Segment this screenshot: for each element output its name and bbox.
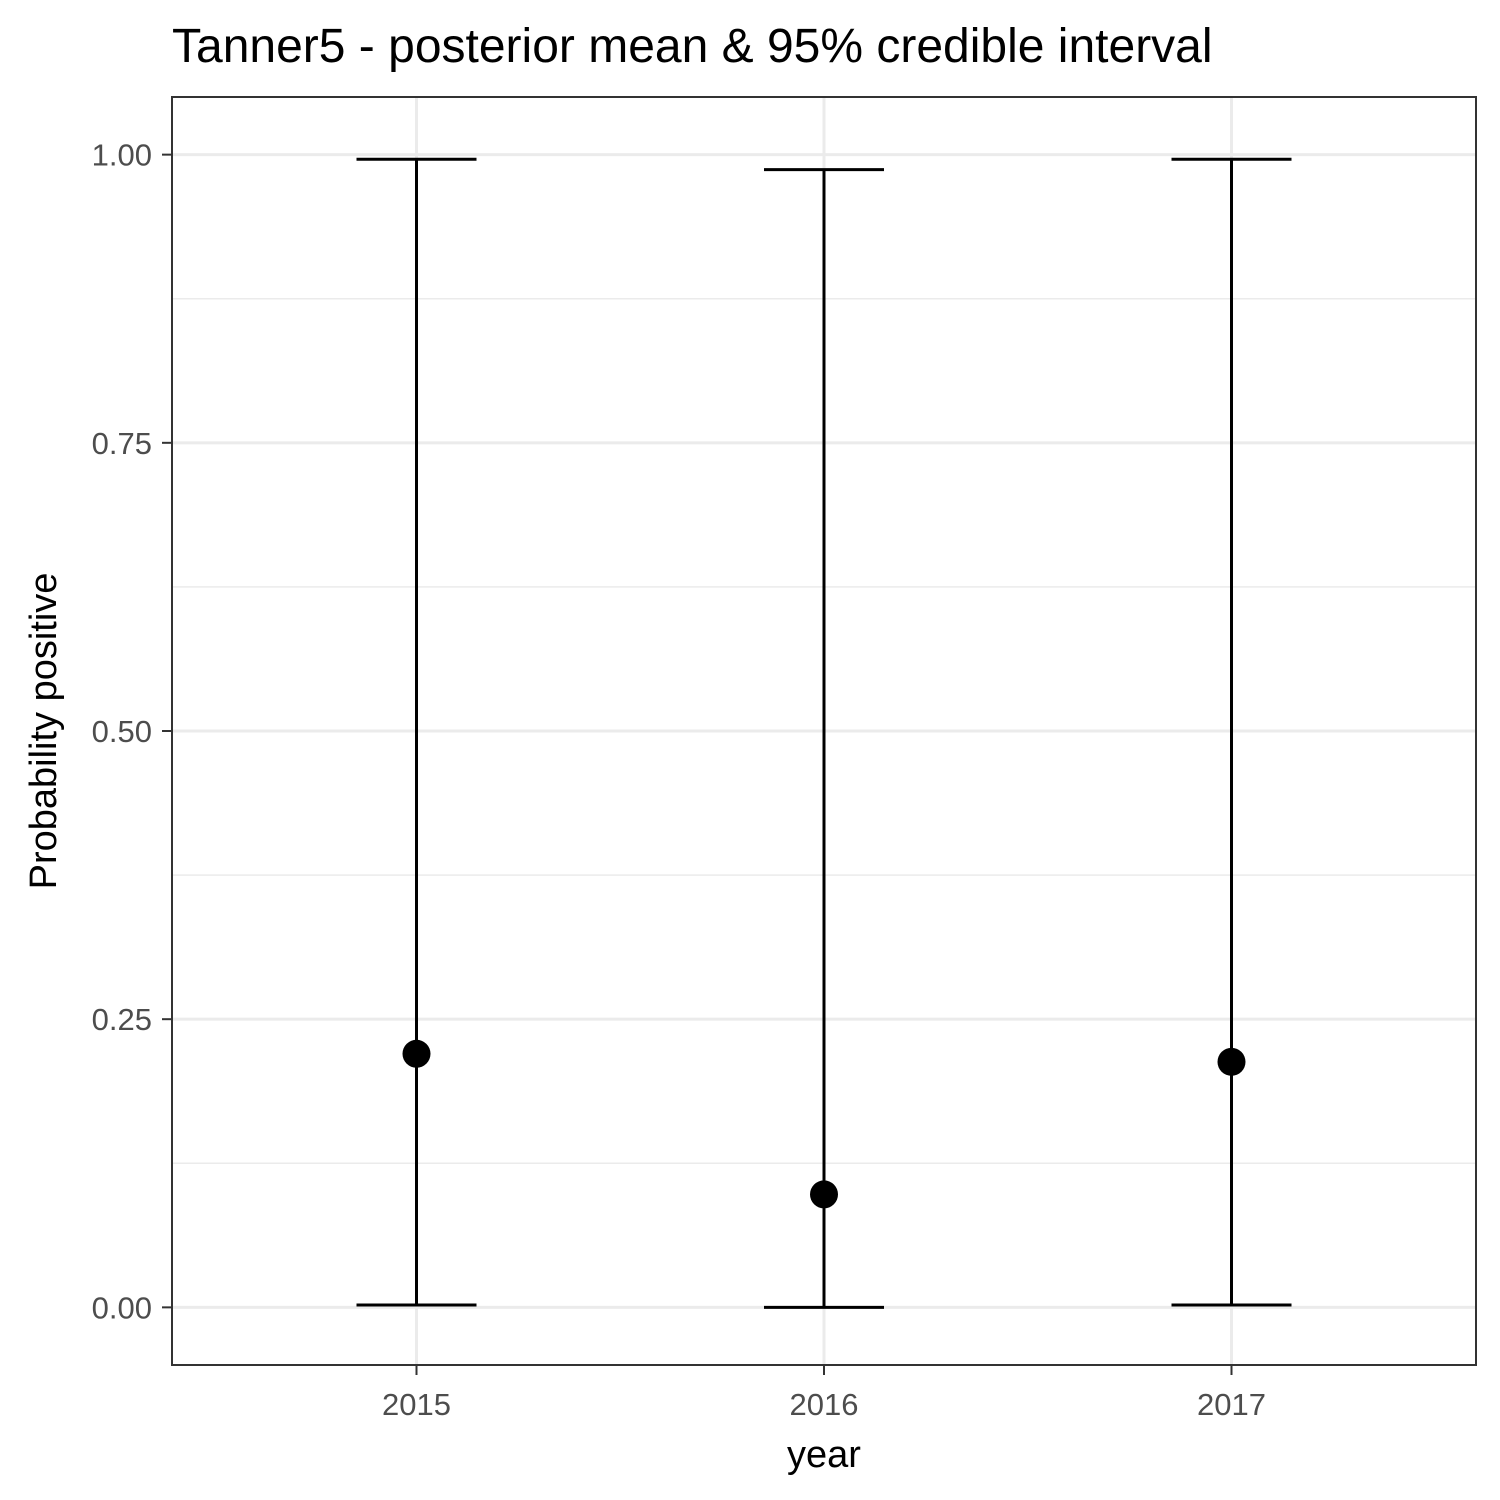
y-tick-label: 1.00 [92,138,152,173]
y-tick-label: 0.25 [92,1002,152,1037]
chart-title: Tanner5 - posterior mean & 95% credible … [172,20,1213,73]
mean-point-2016 [810,1180,838,1209]
x-tick-label: 2016 [790,1387,859,1422]
axes: 0.00 0.25 0.50 0.75 1.00 2015 2016 2017 [92,138,1266,1422]
y-axis-title: Probability positive [23,573,65,890]
x-tick-label: 2017 [1197,1387,1266,1422]
chart-marks [356,157,1292,1309]
mean-point-2015 [402,1039,431,1068]
x-tick-label: 2015 [382,1387,451,1422]
y-tick-label: 0.50 [92,714,152,749]
y-tick-label: 0.75 [92,426,152,461]
x-axis-title: year [787,1434,861,1476]
mean-point-2017 [1217,1047,1246,1076]
y-tick-label: 0.00 [92,1290,152,1325]
